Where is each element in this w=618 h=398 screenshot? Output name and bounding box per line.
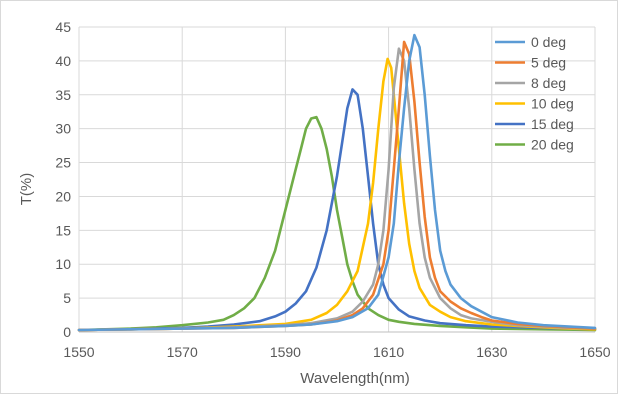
y-tick-label: 35 <box>55 87 71 103</box>
series-line-20-deg <box>77 115 597 332</box>
y-tick-label: 0 <box>63 324 71 340</box>
legend-entry: 15 deg <box>531 116 574 132</box>
legend-entry: 20 deg <box>531 137 574 153</box>
x-axis-label: Wavelength(nm) <box>300 370 409 387</box>
y-tick-labels: 0 5 10 15 20 25 30 35 40 45 <box>55 19 71 340</box>
y-tick-label: 10 <box>55 256 71 272</box>
y-tick-label: 25 <box>55 155 71 171</box>
x-tick-label: 1610 <box>373 344 404 360</box>
y-tick-label: 20 <box>55 188 71 204</box>
legend-entry: 5 deg <box>531 55 566 71</box>
y-tick-label: 15 <box>55 222 71 238</box>
series-line-15-deg <box>77 88 597 332</box>
y-tick-label: 45 <box>55 19 71 35</box>
x-tick-label: 1570 <box>167 344 198 360</box>
legend-entry: 8 deg <box>531 75 566 91</box>
series-line-10-deg <box>77 57 597 332</box>
y-tick-label: 30 <box>55 121 71 137</box>
x-tick-label: 1550 <box>63 344 94 360</box>
legend-entry: 0 deg <box>531 34 566 50</box>
y-tick-label: 5 <box>63 290 71 306</box>
series-line-0-deg <box>77 33 597 332</box>
series-layer <box>77 33 597 332</box>
series-line-8-deg <box>77 47 597 332</box>
x-tick-label: 1590 <box>270 344 301 360</box>
x-tick-labels: 1550 1570 1590 1610 1630 1650 <box>63 344 610 360</box>
legend: 0 deg 5 deg 8 deg 10 deg 15 deg 20 deg <box>495 34 574 153</box>
x-tick-label: 1650 <box>579 344 610 360</box>
x-tick-label: 1630 <box>476 344 507 360</box>
y-axis-label: T(%) <box>18 173 35 206</box>
grid-lines <box>78 26 596 333</box>
y-tick-label: 40 <box>55 53 71 69</box>
legend-entry: 10 deg <box>531 96 574 112</box>
series-line-5-deg <box>77 40 597 332</box>
